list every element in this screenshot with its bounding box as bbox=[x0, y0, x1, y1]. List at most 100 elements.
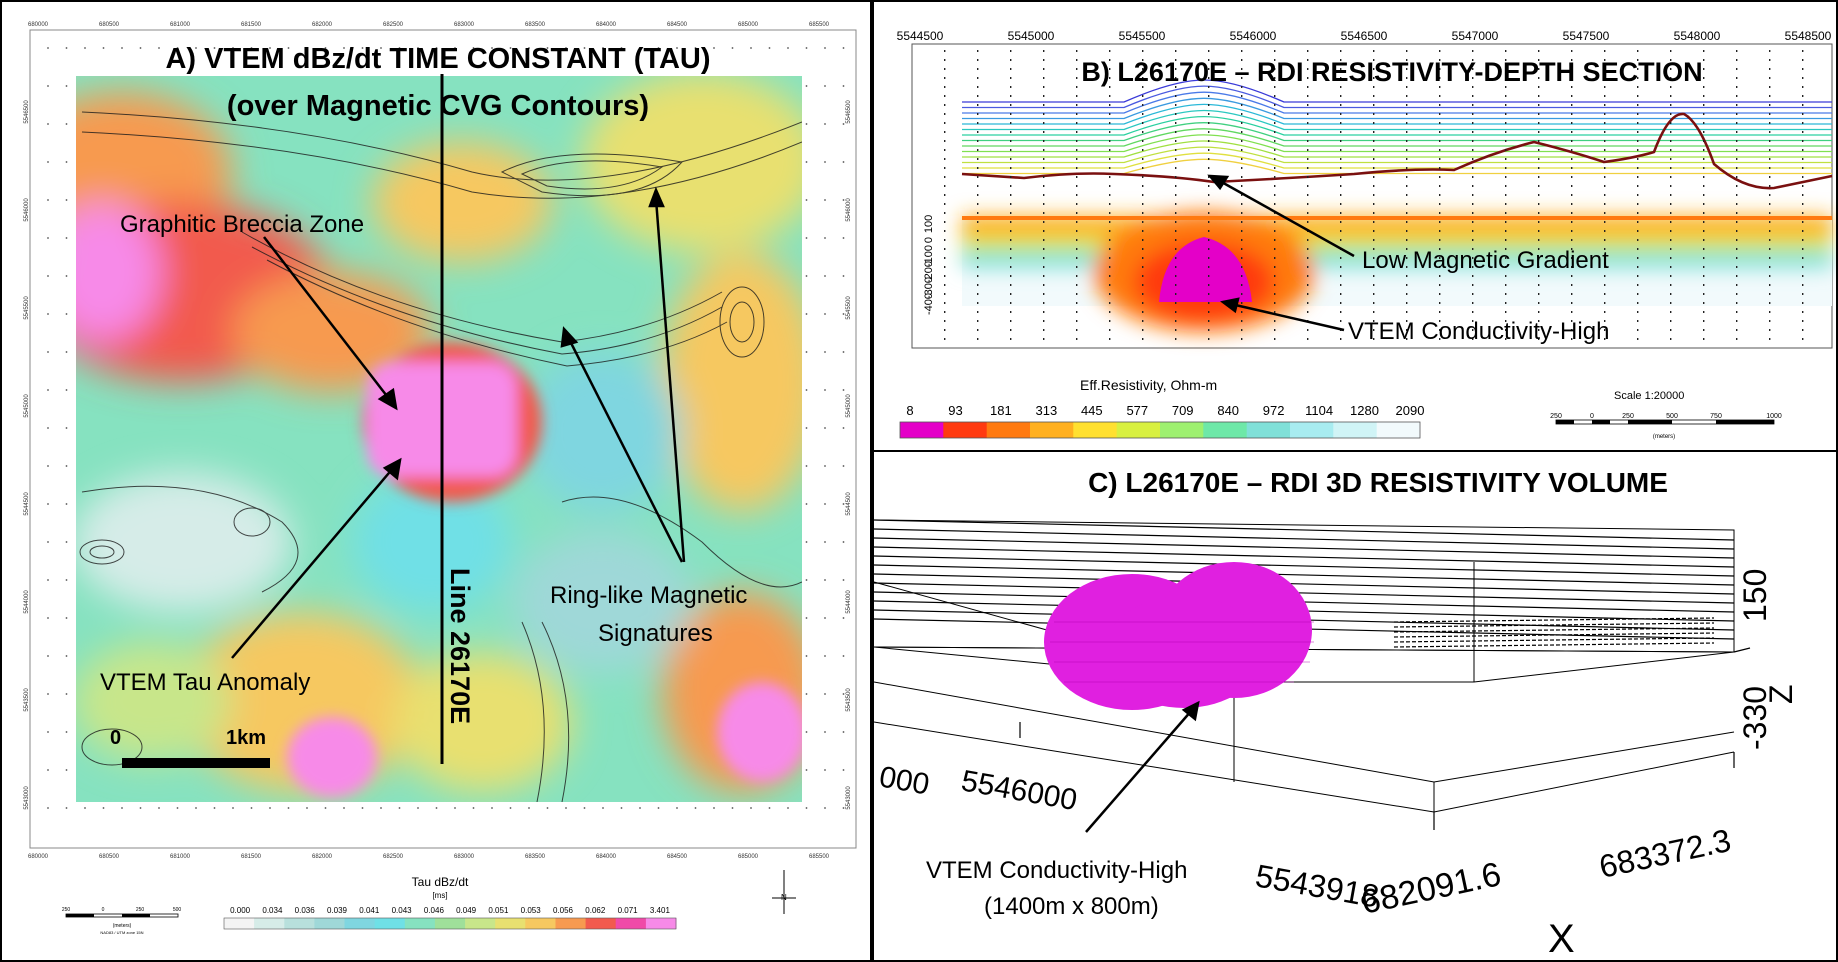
volume-layer-line bbox=[874, 573, 1735, 595]
section-scale-bar: 250 0 250 500 750 1000 (meters) bbox=[1550, 413, 1782, 440]
panel-c-title: C) L26170E – RDI 3D RESISTIVITY VOLUME bbox=[1088, 467, 1668, 498]
x-ticks-bottom: 680000 680500 681000 681500 682000 682500 6830… bbox=[28, 854, 830, 860]
colorbar-value: 0.046 bbox=[424, 906, 445, 915]
section-x-tick: 5548000 bbox=[1674, 29, 1721, 43]
x-axis-label-683372: 683372.3 bbox=[1596, 822, 1734, 885]
volume-layer-dash bbox=[1393, 642, 1715, 648]
colorbar-value: 0.053 bbox=[521, 906, 542, 915]
x-tick-bottom: 682000 bbox=[312, 854, 333, 860]
colorbar-swatch bbox=[284, 918, 315, 929]
panel-b: 5544500 5545000 5545500 5546000 5546500 55470… bbox=[872, 0, 1838, 452]
resistivity-swatch bbox=[1116, 422, 1161, 438]
colorbar-value: 0.049 bbox=[456, 906, 477, 915]
small-scale-tick: 500 bbox=[173, 907, 182, 913]
resistivity-swatch bbox=[1073, 422, 1118, 438]
label-graphitic-breccia: Graphitic Breccia Zone bbox=[120, 211, 364, 238]
z-axis-label-150: 150 bbox=[1737, 569, 1773, 622]
colorbar-frame bbox=[223, 917, 677, 930]
annotation-arrows bbox=[231, 186, 686, 659]
x-tick-bottom: 681000 bbox=[170, 854, 191, 860]
colorbar-swatch bbox=[615, 918, 647, 929]
x-tick-top: 684000 bbox=[596, 22, 617, 28]
y-tick-left: 5543500 bbox=[24, 688, 30, 712]
label-ring-magnetic-2: Signatures bbox=[598, 620, 713, 647]
y-ticks-right: 5546500 5546000 5545500 5545000 5544500 55440… bbox=[846, 100, 852, 810]
panel-c-volume: C) L26170E – RDI 3D RESISTIVITY VOLUME bbox=[874, 467, 1799, 960]
x-tick-bottom: 685500 bbox=[809, 854, 830, 860]
resistivity-contour-line bbox=[962, 152, 1832, 169]
volume-arrow bbox=[1085, 700, 1200, 833]
y-tick-right: 5546000 bbox=[846, 198, 852, 222]
resistivity-value: 577 bbox=[1126, 403, 1148, 418]
resistivity-swatch bbox=[1160, 422, 1204, 438]
label-vtem-tau-anomaly: VTEM Tau Anomaly bbox=[100, 669, 310, 696]
small-scale-tick: 250 bbox=[136, 907, 145, 913]
section-scale-tick: 500 bbox=[1666, 413, 1678, 420]
small-scale-tick: 250 bbox=[62, 907, 71, 913]
volume-layer-line bbox=[874, 555, 1735, 577]
panel-c: C) L26170E – RDI 3D RESISTIVITY VOLUME bbox=[872, 450, 1838, 962]
y-tick-right: 5543000 bbox=[846, 786, 852, 810]
volume-layer-dash bbox=[1393, 637, 1715, 643]
x-tick-bottom: 685000 bbox=[738, 854, 759, 860]
magnetic-contours bbox=[79, 111, 802, 802]
colorbar-value: 0.062 bbox=[585, 906, 606, 915]
x-tick-top: 683500 bbox=[525, 22, 546, 28]
y-tick-left: 5545500 bbox=[24, 296, 30, 320]
resistivity-value: 445 bbox=[1081, 403, 1103, 418]
x-tick-top: 682000 bbox=[312, 22, 333, 28]
x-axis-title: X bbox=[1548, 917, 1575, 960]
resistivity-swatch bbox=[1030, 422, 1074, 438]
y-tick-left: 5544500 bbox=[24, 492, 30, 516]
resistivity-contour-line bbox=[962, 109, 1832, 131]
section-x-ticks: 5544500 5545000 5545500 5546000 5546500 55470… bbox=[897, 29, 1832, 43]
resistivity-contour-line bbox=[962, 134, 1832, 153]
axis-ticks bbox=[1019, 647, 1751, 830]
x-tick-bottom: 684500 bbox=[667, 854, 688, 860]
panel-b-title: B) L26170E – RDI RESISTIVITY-DEPTH SECTI… bbox=[1081, 57, 1702, 87]
colorbar-swatch bbox=[224, 918, 255, 929]
section-frame bbox=[911, 43, 1833, 349]
panel-a-title-line2: (over Magnetic CVG Contours) bbox=[227, 90, 649, 122]
tau-field bbox=[76, 76, 802, 802]
x-tick-top: 683000 bbox=[454, 22, 475, 28]
colorbar-value: 0.056 bbox=[553, 906, 574, 915]
depth-ticks: 100 0 -100-200-300-400 bbox=[923, 215, 935, 315]
colorbar-swatch bbox=[495, 918, 526, 929]
depth-tick: -100 bbox=[923, 245, 935, 267]
section-x-tick: 5548500 bbox=[1785, 29, 1832, 43]
x-tick-top: 680500 bbox=[99, 22, 120, 28]
depth-tick: -400 bbox=[923, 293, 935, 315]
volume-layer-line bbox=[874, 537, 1735, 559]
x-tick-bottom: 681500 bbox=[241, 854, 262, 860]
resistivity-value: 93 bbox=[948, 403, 962, 418]
volume-layer-line bbox=[874, 546, 1735, 568]
z-axis-label-neg330: -330 bbox=[1737, 686, 1773, 750]
resistivity-swatch bbox=[1246, 422, 1291, 438]
resistivity-swatch bbox=[900, 422, 944, 438]
section-x-tick: 5545500 bbox=[1119, 29, 1166, 43]
colorbar-title: Tau dBz/dt bbox=[412, 875, 469, 889]
y-tick-right: 5544500 bbox=[846, 492, 852, 516]
volume-layer-dash bbox=[1393, 617, 1715, 623]
body-texture bbox=[1050, 621, 1314, 683]
resistivity-value: 313 bbox=[1036, 403, 1058, 418]
y-tick-right: 5546500 bbox=[846, 100, 852, 124]
colorbar-unit: [ms] bbox=[432, 891, 447, 900]
resistivity-colorbar: 8 93 181 313 445 577 709 840 972 1104 1280 2090 bbox=[899, 403, 1424, 439]
label-line-26170e: Line 26170E bbox=[445, 568, 475, 724]
section-dots bbox=[944, 50, 1804, 340]
colorbar-swatch bbox=[465, 918, 496, 929]
x-tick-bottom: 680500 bbox=[99, 854, 120, 860]
resistivity-contour-line bbox=[962, 85, 1832, 109]
y-tick-right: 5545000 bbox=[846, 394, 852, 418]
small-scale-unit: (meters) bbox=[113, 923, 132, 929]
magnetic-profile bbox=[961, 112, 1833, 190]
y-tick-right: 5545500 bbox=[846, 296, 852, 320]
x-tick-bottom: 684000 bbox=[596, 854, 617, 860]
colorbar-value: 0.041 bbox=[359, 906, 380, 915]
x-tick-top: 685000 bbox=[738, 22, 759, 28]
small-scale-note: NAD83 / UTM zone 15N bbox=[100, 930, 143, 935]
colorbar-value: 0.043 bbox=[392, 906, 413, 915]
y-axis-partial-label: 000 bbox=[877, 760, 932, 801]
